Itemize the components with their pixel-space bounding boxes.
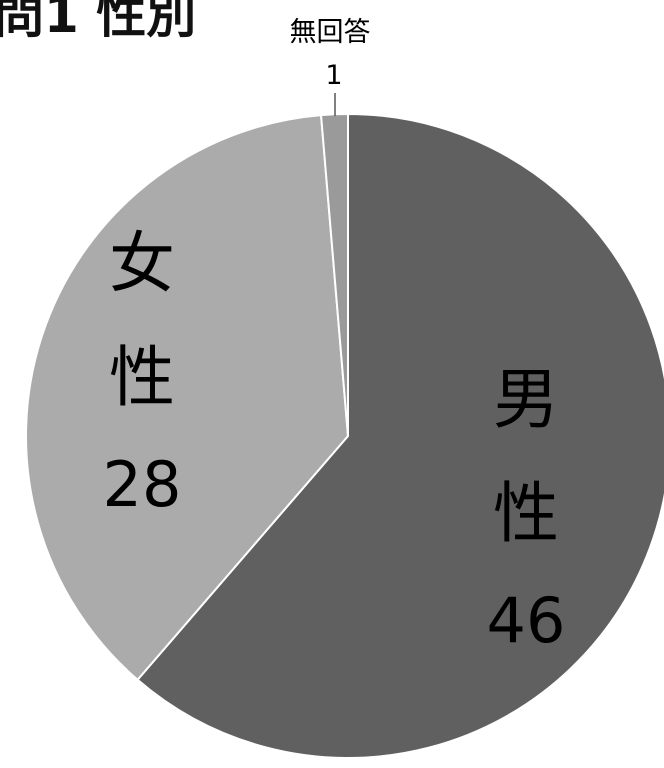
pie-slice-1 [25,114,350,682]
pie-slices [25,112,664,759]
slice-label-female-char2: 性 [109,339,175,416]
slice-label-none-name: 無回答 [290,17,371,48]
slice-label-male-char1: 男 [493,361,559,438]
chart-title: 問1 性別 [0,0,197,44]
pie-slice-0 [136,112,664,759]
slice-label-female-value: 28 [103,448,182,521]
slice-label-male-value: 46 [487,584,566,657]
slice-label-female-char1: 女 [109,225,175,302]
slice-label-none-value: 1 [325,60,342,91]
slice-label-male-char2: 性 [493,475,559,552]
